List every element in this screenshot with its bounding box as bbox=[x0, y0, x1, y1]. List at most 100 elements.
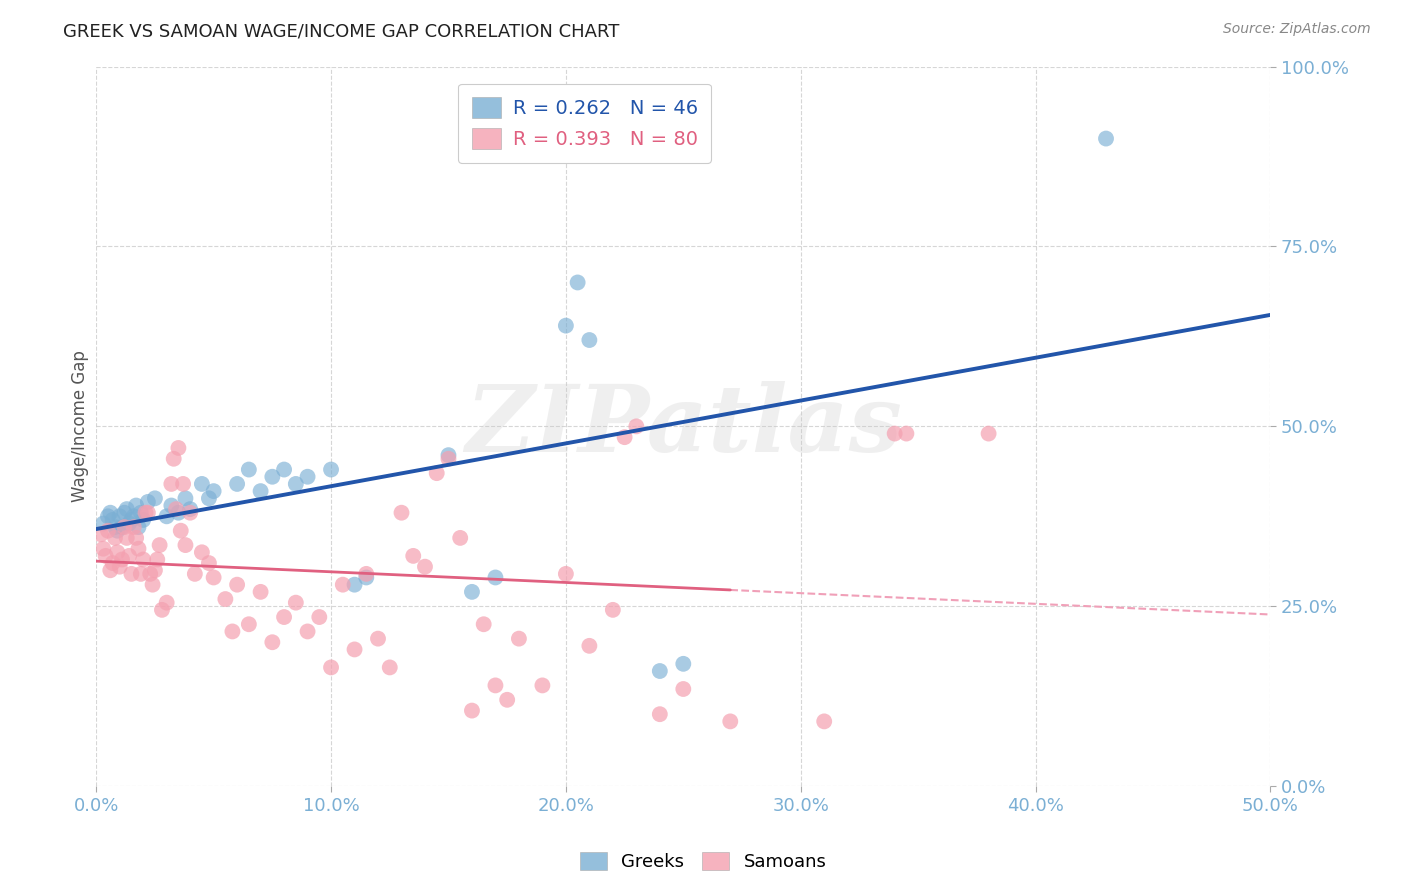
Point bbox=[332, 577, 354, 591]
Point bbox=[160, 499, 183, 513]
Point bbox=[125, 531, 148, 545]
Point bbox=[297, 624, 319, 639]
Point bbox=[531, 678, 554, 692]
Point bbox=[426, 466, 449, 480]
Point bbox=[125, 499, 148, 513]
Point bbox=[170, 524, 193, 538]
Point bbox=[111, 552, 134, 566]
Point bbox=[105, 545, 128, 559]
Point bbox=[356, 566, 378, 581]
Point bbox=[91, 516, 114, 531]
Point bbox=[391, 506, 413, 520]
Point bbox=[356, 570, 378, 584]
Point bbox=[156, 509, 179, 524]
Text: GREEK VS SAMOAN WAGE/INCOME GAP CORRELATION CHART: GREEK VS SAMOAN WAGE/INCOME GAP CORRELAT… bbox=[63, 22, 620, 40]
Point bbox=[115, 531, 138, 545]
Point bbox=[319, 462, 342, 476]
Point bbox=[94, 549, 117, 563]
Point bbox=[101, 556, 124, 570]
Point bbox=[98, 563, 121, 577]
Point bbox=[484, 678, 506, 692]
Point bbox=[198, 491, 221, 506]
Point bbox=[273, 462, 295, 476]
Point bbox=[174, 538, 197, 552]
Point bbox=[249, 484, 271, 499]
Point bbox=[367, 632, 389, 646]
Point bbox=[508, 632, 530, 646]
Point bbox=[120, 566, 142, 581]
Point bbox=[122, 509, 145, 524]
Point bbox=[97, 509, 120, 524]
Point bbox=[105, 524, 128, 538]
Point bbox=[238, 617, 260, 632]
Point bbox=[139, 566, 162, 581]
Point bbox=[214, 592, 236, 607]
Point bbox=[308, 610, 330, 624]
Point bbox=[461, 704, 484, 718]
Point bbox=[472, 617, 495, 632]
Point bbox=[136, 506, 159, 520]
Point bbox=[132, 552, 155, 566]
Point bbox=[198, 556, 221, 570]
Point bbox=[319, 660, 342, 674]
Point bbox=[104, 531, 127, 545]
Point bbox=[184, 566, 207, 581]
Point bbox=[149, 538, 172, 552]
Legend: R = 0.262   N = 46, R = 0.393   N = 80: R = 0.262 N = 46, R = 0.393 N = 80 bbox=[458, 84, 711, 163]
Point bbox=[111, 520, 134, 534]
Point bbox=[977, 426, 1000, 441]
Point bbox=[262, 469, 284, 483]
Legend: Greeks, Samoans: Greeks, Samoans bbox=[572, 845, 834, 879]
Point bbox=[108, 509, 131, 524]
Point bbox=[648, 707, 671, 722]
Point bbox=[226, 477, 249, 491]
Point bbox=[104, 520, 127, 534]
Point bbox=[238, 462, 260, 476]
Point bbox=[578, 639, 600, 653]
Point bbox=[249, 585, 271, 599]
Point bbox=[1095, 131, 1118, 145]
Point bbox=[343, 642, 366, 657]
Point bbox=[129, 566, 152, 581]
Point bbox=[554, 318, 576, 333]
Point bbox=[179, 502, 201, 516]
Point bbox=[179, 506, 201, 520]
Text: ZIPatlas: ZIPatlas bbox=[465, 382, 901, 471]
Point bbox=[484, 570, 506, 584]
Point bbox=[112, 520, 135, 534]
Point bbox=[613, 430, 636, 444]
Point bbox=[602, 603, 624, 617]
Point bbox=[172, 477, 194, 491]
Point bbox=[226, 577, 249, 591]
Point bbox=[112, 506, 135, 520]
Point bbox=[273, 610, 295, 624]
Point bbox=[343, 577, 366, 591]
Point bbox=[578, 333, 600, 347]
Point bbox=[284, 596, 307, 610]
Point bbox=[90, 527, 112, 541]
Point bbox=[108, 559, 131, 574]
Point bbox=[449, 531, 471, 545]
Point bbox=[813, 714, 835, 729]
Point bbox=[127, 541, 149, 556]
Point bbox=[413, 559, 436, 574]
Point bbox=[163, 451, 186, 466]
Point bbox=[496, 693, 519, 707]
Point bbox=[626, 419, 648, 434]
Point bbox=[135, 506, 157, 520]
Point bbox=[672, 681, 695, 696]
Point bbox=[174, 491, 197, 506]
Y-axis label: Wage/Income Gap: Wage/Income Gap bbox=[72, 351, 89, 502]
Point bbox=[146, 552, 169, 566]
Point bbox=[150, 603, 173, 617]
Point bbox=[115, 502, 138, 516]
Point bbox=[142, 577, 165, 591]
Point bbox=[221, 624, 243, 639]
Text: Source: ZipAtlas.com: Source: ZipAtlas.com bbox=[1223, 22, 1371, 37]
Point bbox=[122, 520, 145, 534]
Point bbox=[202, 484, 225, 499]
Point bbox=[127, 520, 149, 534]
Point bbox=[191, 477, 214, 491]
Point bbox=[262, 635, 284, 649]
Point bbox=[136, 495, 159, 509]
